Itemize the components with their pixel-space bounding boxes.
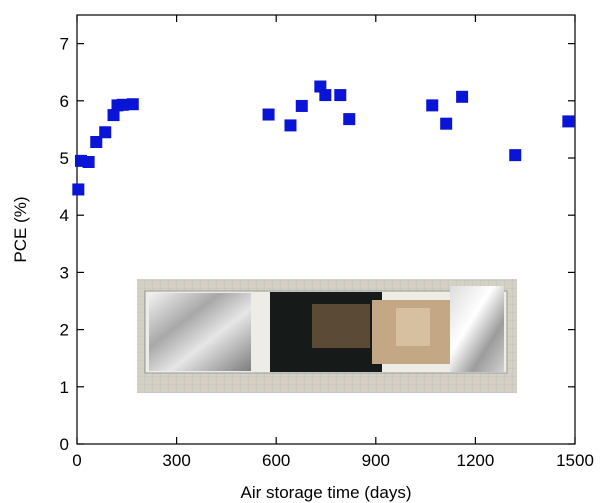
y-tick-label: 4 <box>60 206 69 225</box>
data-point <box>284 119 297 132</box>
x-tick-label: 1500 <box>556 451 594 470</box>
data-point <box>562 115 575 128</box>
photo-active-area <box>312 304 370 348</box>
data-point <box>99 126 112 139</box>
photo-left-metal-electrode <box>149 293 251 371</box>
data-point <box>334 89 347 102</box>
y-tick-label: 3 <box>60 263 69 282</box>
y-axis-label: PCE (%) <box>11 196 30 262</box>
data-point <box>440 117 453 130</box>
data-point <box>295 99 308 112</box>
axis-tick-labels: 0 300 600 900 1200 1500 0 1 2 3 4 5 6 7 <box>60 35 594 470</box>
photo-right-metal-electrode <box>450 286 504 372</box>
data-point <box>82 156 95 169</box>
device-photograph <box>137 279 517 393</box>
x-tick-label: 900 <box>362 451 390 470</box>
data-point <box>509 149 522 162</box>
data-point <box>456 90 469 103</box>
y-tick-label: 2 <box>60 321 69 340</box>
y-tick-label: 6 <box>60 92 69 111</box>
data-point <box>126 98 139 111</box>
axis-ticks <box>76 15 576 445</box>
x-tick-label: 600 <box>262 451 290 470</box>
data-point <box>90 135 103 148</box>
data-point <box>107 109 120 122</box>
data-point <box>116 98 129 111</box>
x-axis-label: Air storage time (days) <box>241 483 412 502</box>
y-tick-label: 7 <box>60 35 69 54</box>
data-point <box>426 99 439 112</box>
data-point <box>262 108 275 121</box>
x-tick-label: 1200 <box>456 451 494 470</box>
data-point <box>319 89 332 102</box>
y-tick-label: 5 <box>60 149 69 168</box>
y-tick-label: 0 <box>60 435 69 454</box>
data-point <box>72 183 85 196</box>
data-point <box>343 113 356 126</box>
y-tick-label: 1 <box>60 378 69 397</box>
plot-frame <box>76 14 576 445</box>
x-tick-label: 0 <box>72 451 81 470</box>
x-tick-label: 300 <box>162 451 190 470</box>
data-points <box>72 80 575 196</box>
